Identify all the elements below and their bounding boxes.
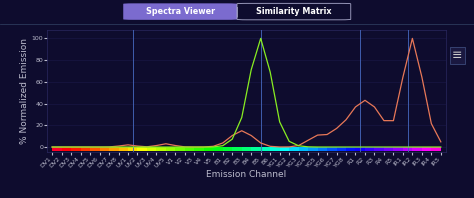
X-axis label: Emission Channel: Emission Channel (206, 170, 287, 179)
Y-axis label: % Normalized Emission: % Normalized Emission (20, 38, 29, 144)
FancyBboxPatch shape (123, 3, 237, 20)
Text: Spectra Viewer: Spectra Viewer (146, 7, 215, 16)
Text: ≡: ≡ (452, 49, 463, 62)
Text: Similarity Matrix: Similarity Matrix (256, 7, 332, 16)
Text: |: | (236, 6, 238, 17)
